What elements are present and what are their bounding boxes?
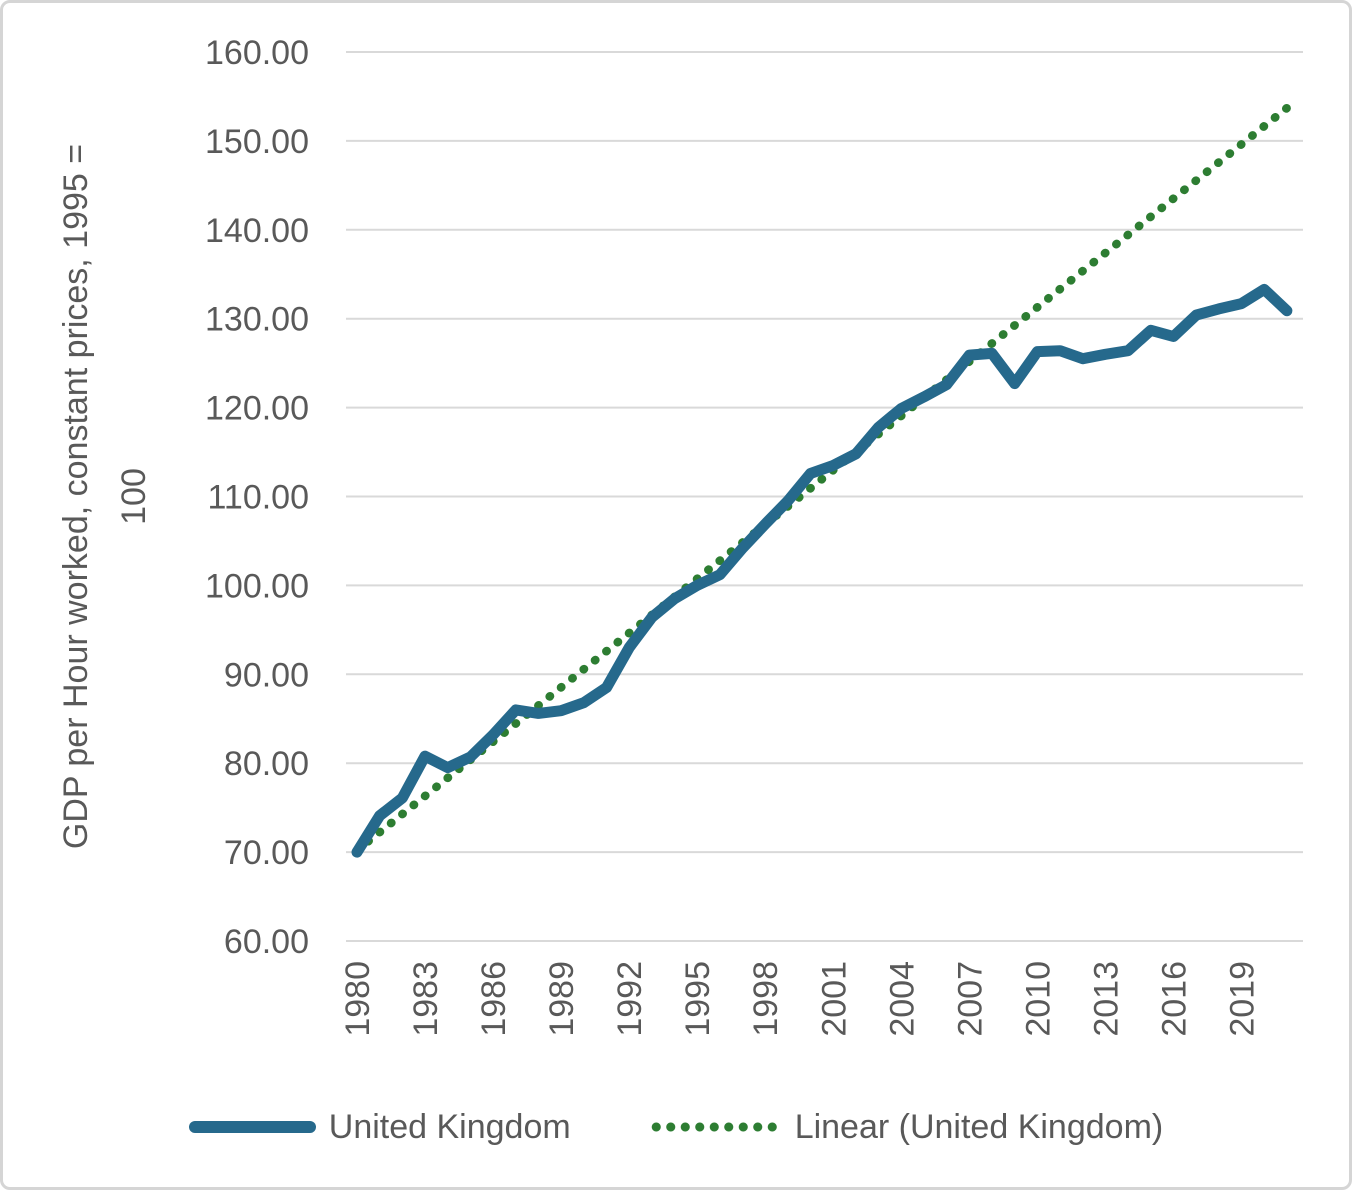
x-tick-label: 2001 — [815, 961, 853, 1037]
trendline-linear-united-kingdom — [352, 103, 1292, 855]
x-tick-label: 1995 — [679, 961, 717, 1037]
legend-label-linear-united-kingdom: Linear (United Kingdom) — [794, 1107, 1164, 1146]
x-tick-label: 1998 — [747, 961, 785, 1037]
x-tick-label: 2010 — [1019, 961, 1057, 1037]
chart-canvas: 160.00 150.00 140.00 130.00 120.00 110.00 100.… — [57, 34, 1303, 1037]
x-tick-label: 2019 — [1224, 961, 1262, 1037]
legend-swatch-dotted-line-icon — [648, 1122, 782, 1132]
y-tick-label: 80.00 — [224, 745, 309, 783]
legend-label-united-kingdom: United Kingdom — [328, 1107, 571, 1146]
x-tick-label: 1992 — [611, 961, 649, 1037]
y-tick-label: 140.00 — [205, 212, 309, 250]
x-tick-label: 1986 — [475, 961, 513, 1037]
y-tick-label: 60.00 — [224, 923, 309, 961]
y-tick-label: 160.00 — [205, 34, 309, 72]
y-axis-title-line2: 100 — [115, 468, 153, 525]
x-tick-label: 1989 — [543, 961, 581, 1037]
series-line-united-kingdom — [351, 283, 1293, 858]
x-tick-label: 2016 — [1155, 961, 1193, 1037]
x-tick-label: 2013 — [1087, 961, 1125, 1037]
legend-item-united-kingdom: United Kingdom — [188, 1107, 571, 1147]
x-tick-label: 1983 — [407, 961, 445, 1037]
y-tick-label: 130.00 — [205, 301, 309, 339]
y-tick-label: 70.00 — [224, 834, 309, 872]
x-tick-label: 2004 — [883, 961, 921, 1037]
y-axis-title-line1: GDP per Hour worked, constant prices, 19… — [57, 144, 95, 849]
y-tick-label: 110.00 — [208, 479, 309, 517]
y-tick-label: 120.00 — [205, 390, 309, 428]
y-tick-label: 150.00 — [205, 123, 309, 161]
legend: United Kingdom Linear (United Kingdom) — [3, 1097, 1349, 1157]
legend-item-linear-united-kingdom: Linear (United Kingdom) — [648, 1107, 1164, 1147]
y-tick-label: 100.00 — [205, 567, 309, 605]
x-tick-label: 2007 — [951, 961, 989, 1037]
x-tick-label: 1980 — [339, 961, 377, 1037]
legend-swatch-solid-line-icon — [188, 1121, 316, 1133]
y-tick-label: 90.00 — [224, 656, 309, 694]
